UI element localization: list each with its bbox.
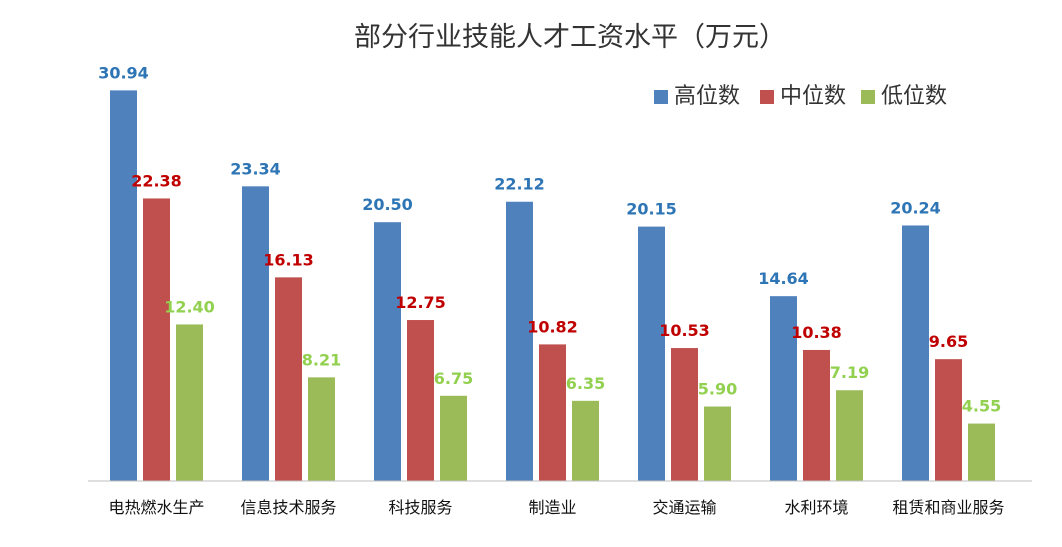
bar [407,320,434,481]
data-label: 23.34 [230,159,281,178]
x-tick-label: 电热燃水生产 [108,498,204,517]
bar [506,201,533,482]
data-label: 16.13 [263,250,314,269]
x-tick-label: 科技服务 [388,498,452,517]
legend-swatch [654,90,668,104]
bar [902,225,929,481]
legend-swatch [861,90,875,104]
data-label: 30.94 [98,63,149,82]
data-label: 6.35 [566,374,605,393]
bar [143,198,170,481]
bar [242,186,269,481]
bar [671,348,698,481]
bar [572,400,599,481]
data-label: 12.40 [164,297,215,316]
data-label: 6.75 [434,369,473,388]
data-label: 12.75 [395,293,446,312]
bar [638,226,665,481]
chart-title: 部分行业技能人才工资水平（万元） [354,22,786,53]
bar [968,423,995,481]
data-label: 8.21 [302,350,341,369]
bar [704,406,731,481]
legend: 高位数 中位数 低位数 [654,84,947,109]
legend-label: 中位数 [780,84,846,109]
x-tick-label: 信息技术服务 [240,498,336,517]
data-label: 5.90 [698,380,737,399]
x-tick-label: 租赁和商业服务 [892,498,1004,517]
bar [836,390,863,481]
data-label: 20.15 [626,200,677,219]
bar [770,296,797,481]
x-tick-label: 交通运输 [652,498,716,517]
data-label: 22.12 [494,175,545,194]
bar [275,277,302,481]
data-label: 22.38 [131,171,182,190]
bar [539,344,566,481]
data-label: 9.65 [929,332,968,351]
data-label: 14.64 [758,269,809,288]
bar [935,359,962,481]
bar [110,90,137,481]
bar [308,377,335,481]
bars: 30.94 22.38 12.40 23.34 16.13 8.21 20.50 12.75 6… [98,63,1001,482]
x-axis-labels: 电热燃水生产 信息技术服务 科技服务 制造业 交通运输 水利环境 租赁和商业服务 [108,498,1004,517]
data-label: 20.50 [362,195,413,214]
data-label: 10.53 [659,321,710,340]
legend-label: 低位数 [881,84,947,109]
bar [440,395,467,481]
bar [374,222,401,481]
bar [176,324,203,481]
data-label: 10.82 [527,317,578,336]
legend-label: 高位数 [674,84,740,109]
x-tick-label: 水利环境 [784,498,848,517]
data-label: 20.24 [890,198,941,217]
legend-swatch [760,90,774,104]
x-tick-label: 制造业 [528,498,576,517]
data-label: 4.55 [962,397,1001,416]
bar [803,349,830,481]
data-label: 10.38 [791,323,842,342]
data-label: 7.19 [830,363,869,382]
